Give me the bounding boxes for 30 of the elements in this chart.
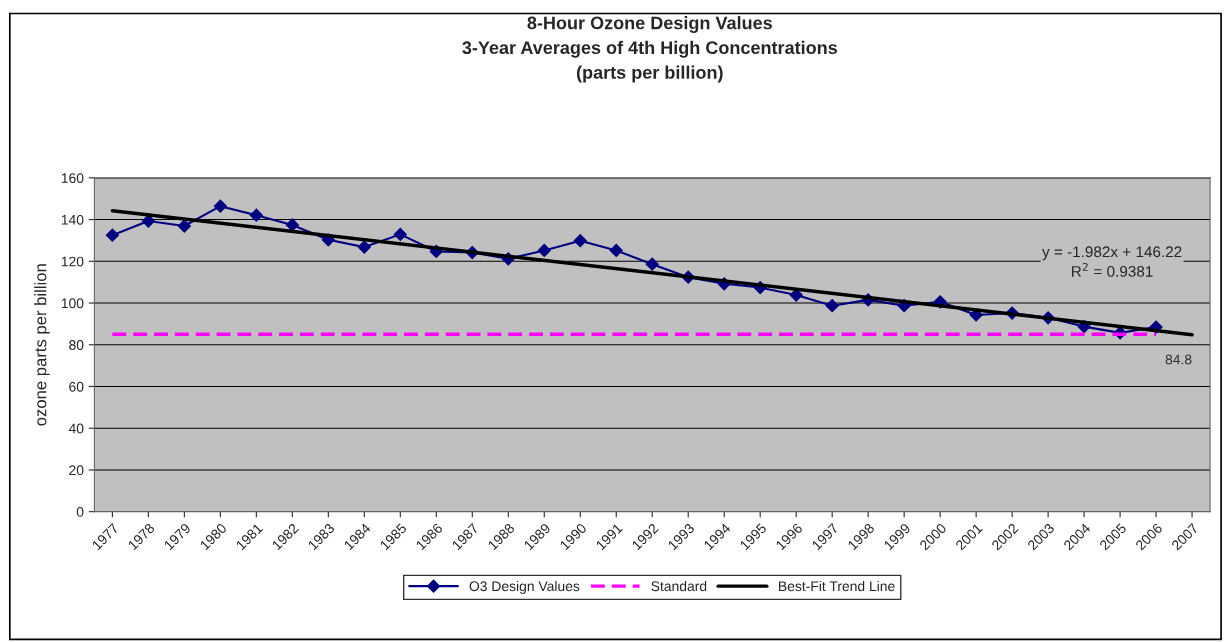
y-tick-label: 60	[69, 381, 84, 392]
y-tick-label: 160	[61, 173, 84, 183]
legend-label: Standard	[651, 580, 707, 592]
chart-title: 8-Hour Ozone Design Values 3-Year Averages of 4th High Concentrations (parts per billion)	[462, 16, 837, 83]
point	[825, 299, 839, 313]
y-tick-label: 140	[61, 214, 84, 225]
y-tick-label: 40	[68, 423, 84, 434]
point	[177, 219, 191, 233]
annotation: y = -1.982x + 146.22 R$^{2}$ = 0.9381	[1042, 246, 1182, 277]
point	[285, 218, 299, 232]
y-tick-label: 0	[76, 507, 84, 517]
point	[249, 208, 263, 222]
point	[393, 227, 407, 241]
point	[105, 228, 119, 242]
point	[609, 243, 623, 258]
annotation: 84.8	[1165, 354, 1192, 365]
point	[357, 240, 371, 254]
point	[537, 243, 551, 258]
point	[645, 257, 659, 271]
legend-label: Best-Fit Trend Line	[779, 580, 895, 592]
point	[573, 234, 587, 248]
y-tick-label: 80	[69, 340, 84, 350]
y-axis-title: ozone parts per billion	[34, 264, 50, 426]
legend-label: O3 Design Values	[469, 580, 580, 594]
y-tick-label: 20	[69, 465, 84, 476]
y-tick-label: 120	[61, 256, 84, 267]
y-tick-label: 100	[61, 298, 84, 309]
point	[789, 288, 803, 302]
point	[213, 199, 227, 213]
point	[141, 214, 155, 228]
